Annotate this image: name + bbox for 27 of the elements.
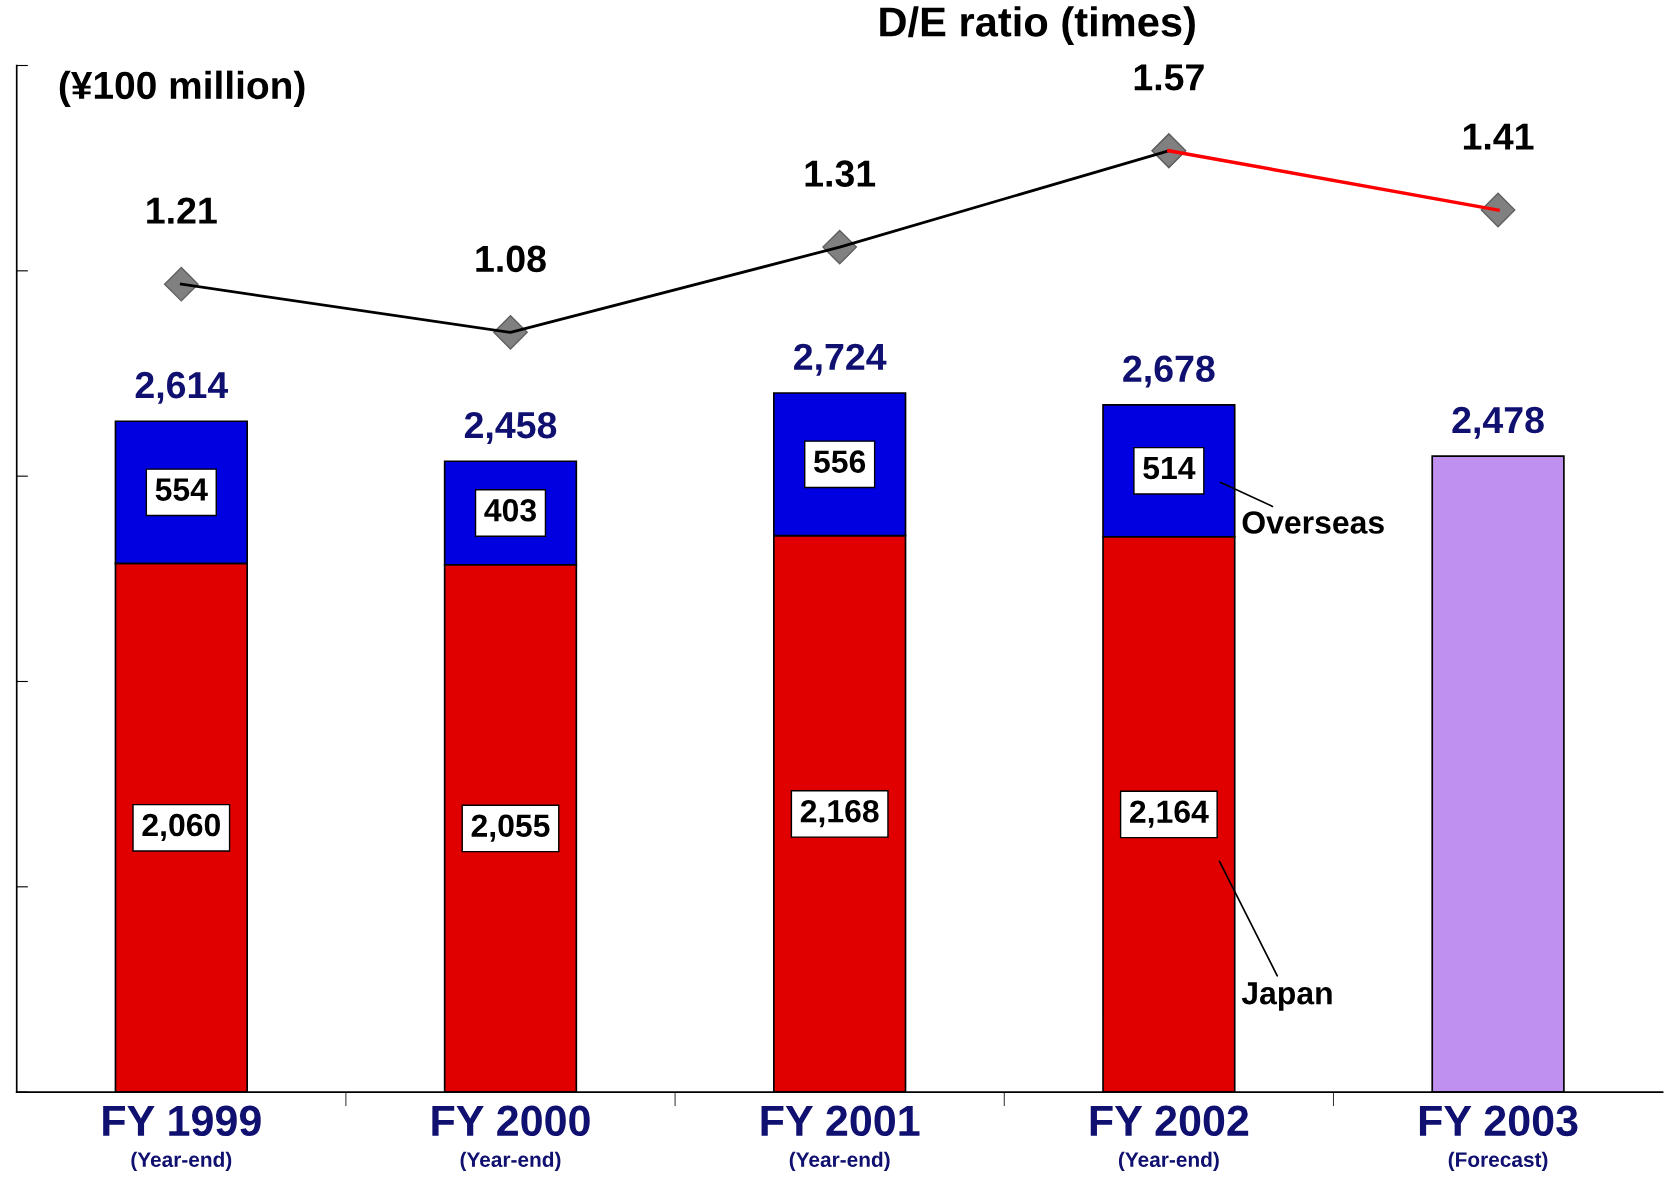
data-label: 2,164 — [1130, 800, 1209, 828]
total-label: 2,678 — [1123, 355, 1215, 388]
x-tick-label: FY 2002 (Year-end) — [1090, 1105, 1249, 1172]
series-label: Japan — [1241, 982, 1332, 1011]
legend-label: Overseas — [1242, 511, 1384, 534]
data-label: 1.57 — [1134, 64, 1204, 91]
total-label: 2,614 — [135, 371, 229, 404]
data-label: 514 — [1143, 457, 1196, 480]
data-label: 1.41 — [1463, 123, 1534, 150]
total-label: 2,724 — [794, 343, 887, 376]
data-label: 2,168 — [800, 799, 879, 828]
data-label: 556 — [814, 450, 866, 473]
x-tick-label: FY 1999 (Year-end) — [103, 1105, 261, 1172]
x-tick-label: FY 2003 (Forecast) — [1419, 1105, 1578, 1172]
data-label: 1.08 — [476, 245, 546, 273]
y2-axis-title: D/E ratio (times) — [880, 6, 1195, 45]
data-label: 403 — [484, 498, 536, 522]
x-tick-label: FY 2001 (Year-end) — [761, 1105, 920, 1172]
x-tick-label: FY 2000 (Year-end) — [432, 1105, 590, 1172]
data-label: 2,478 — [1452, 406, 1544, 439]
total-label: 2,458 — [464, 411, 557, 444]
data-label: 1.21 — [147, 197, 217, 224]
data-label: 2,060 — [142, 813, 220, 841]
data-label: 1.31 — [805, 160, 876, 187]
data-label: 554 — [155, 478, 208, 501]
y-axis-title: (¥100 million) — [59, 70, 305, 107]
data-label: 2,055 — [471, 814, 550, 842]
